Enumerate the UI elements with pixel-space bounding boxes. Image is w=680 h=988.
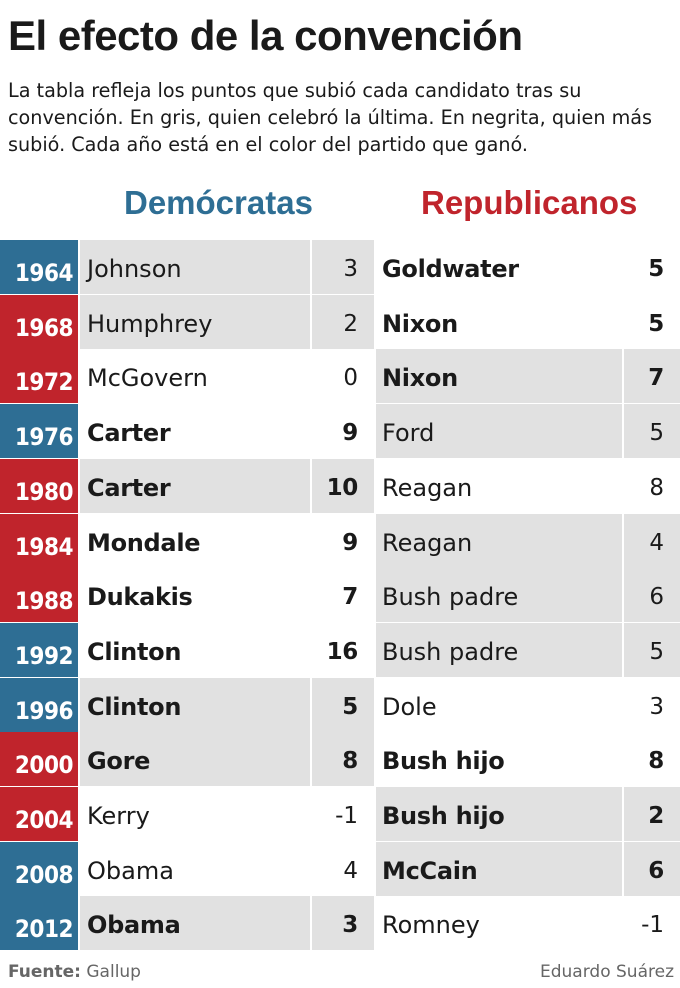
republican-candidate: Ford xyxy=(376,404,622,458)
republicans-header: Republicanos xyxy=(421,184,638,221)
democrat-points: -1 xyxy=(335,803,358,829)
year-cell: 1988 xyxy=(0,568,78,622)
year-cell: 1964 xyxy=(0,240,78,294)
republican-points: 5 xyxy=(648,311,664,337)
democrat-points: 9 xyxy=(342,420,358,446)
democrat-points: 5 xyxy=(312,678,374,732)
democrat-candidate: Carter xyxy=(87,419,171,447)
year-cell: 2008 xyxy=(0,842,78,896)
year-cell: 1976 xyxy=(0,404,78,458)
table-row: 2008 Obama 4 McCain 6 xyxy=(0,842,680,896)
democrat-candidate: Humphrey xyxy=(80,295,310,349)
democrat-candidate: McGovern xyxy=(87,364,208,392)
table-row: 1984 Mondale 9 Reagan 4 xyxy=(0,514,680,568)
democrats-header: Demócratas xyxy=(124,184,313,221)
table-row: 1996 Clinton 5 Dole 3 xyxy=(0,678,680,732)
convention-table: 1964 Johnson 3 Goldwater 5 1968 Humphrey 2 Nixon… xyxy=(0,240,680,951)
source-name: Gallup xyxy=(86,962,141,982)
democrat-candidate: Obama xyxy=(80,896,310,950)
table-row: 2000 Gore 8 Bush hijo 8 xyxy=(0,732,680,786)
republican-points: 8 xyxy=(649,475,664,501)
chart-subtitle: La tabla refleja los puntos que subió ca… xyxy=(8,79,653,156)
democrat-candidate: Dukakis xyxy=(87,583,193,611)
republican-candidate: Reagan xyxy=(382,474,473,502)
republican-points: 8 xyxy=(648,748,664,774)
democrat-points: 9 xyxy=(342,530,358,556)
year-cell: 1996 xyxy=(0,678,78,732)
republican-candidate: Bush hijo xyxy=(376,787,622,841)
table-row: 1972 McGovern 0 Nixon 7 xyxy=(0,349,680,403)
democrat-candidate: Clinton xyxy=(87,638,182,666)
republican-candidate: Dole xyxy=(382,693,437,721)
republican-candidate: Bush padre xyxy=(376,568,622,622)
republican-points: 4 xyxy=(624,514,680,568)
year-cell: 1972 xyxy=(0,349,78,403)
author-credit: Eduardo Suárez xyxy=(540,962,674,982)
year-cell: 2012 xyxy=(0,896,78,950)
source-label: Fuente: xyxy=(8,962,81,982)
republican-candidate: Bush hijo xyxy=(382,747,505,775)
year-cell: 1968 xyxy=(0,295,78,349)
year-cell: 1984 xyxy=(0,514,78,568)
republican-points: 6 xyxy=(624,842,680,896)
democrat-candidate: Mondale xyxy=(87,529,201,557)
table-row: 1968 Humphrey 2 Nixon 5 xyxy=(0,295,680,349)
democrat-points: 10 xyxy=(312,459,374,513)
republican-points: -1 xyxy=(641,912,664,938)
republican-candidate: Reagan xyxy=(376,514,622,568)
democrat-candidate: Kerry xyxy=(87,802,150,830)
year-cell: 1980 xyxy=(0,459,78,513)
table-row: 1964 Johnson 3 Goldwater 5 xyxy=(0,240,680,294)
republican-points: 5 xyxy=(624,623,680,677)
democrat-points: 3 xyxy=(312,896,374,950)
republican-candidate: Bush padre xyxy=(376,623,622,677)
source-note: Fuente: Gallup xyxy=(8,960,141,984)
table-row: 1976 Carter 9 Ford 5 xyxy=(0,404,680,458)
chart-title: El efecto de la convención xyxy=(8,12,523,59)
table-row: 1980 Carter 10 Reagan 8 xyxy=(0,459,680,513)
democrat-points: 2 xyxy=(312,295,374,349)
democrat-points: 7 xyxy=(342,584,358,610)
democrat-candidate: Johnson xyxy=(80,240,310,294)
year-cell: 1992 xyxy=(0,623,78,677)
democrat-points: 0 xyxy=(343,365,358,391)
table-row: 1992 Clinton 16 Bush padre 5 xyxy=(0,623,680,677)
table-row: 2004 Kerry -1 Bush hijo 2 xyxy=(0,787,680,841)
year-cell: 2000 xyxy=(0,732,78,786)
democrat-points: 8 xyxy=(312,732,374,786)
republican-candidate: Nixon xyxy=(376,349,622,403)
democrat-points: 4 xyxy=(343,858,358,884)
table-row: 1988 Dukakis 7 Bush padre 6 xyxy=(0,568,680,622)
year-cell: 2004 xyxy=(0,787,78,841)
republican-points: 3 xyxy=(649,694,664,720)
republican-candidate: Nixon xyxy=(382,310,458,338)
democrat-points: 16 xyxy=(326,639,359,665)
republican-points: 7 xyxy=(624,349,680,403)
democrat-candidate: Carter xyxy=(80,459,310,513)
democrat-candidate: Clinton xyxy=(80,678,310,732)
democrat-candidate: Gore xyxy=(80,732,310,786)
republican-candidate: Romney xyxy=(382,911,480,939)
republican-candidate: Goldwater xyxy=(382,255,519,283)
republican-points: 6 xyxy=(624,568,680,622)
democrat-candidate: Obama xyxy=(87,857,174,885)
republican-candidate: McCain xyxy=(376,842,622,896)
republican-points: 5 xyxy=(648,256,664,282)
republican-points: 5 xyxy=(624,404,680,458)
table-row: 2012 Obama 3 Romney -1 xyxy=(0,896,680,950)
democrat-points: 3 xyxy=(312,240,374,294)
republican-points: 2 xyxy=(624,787,680,841)
